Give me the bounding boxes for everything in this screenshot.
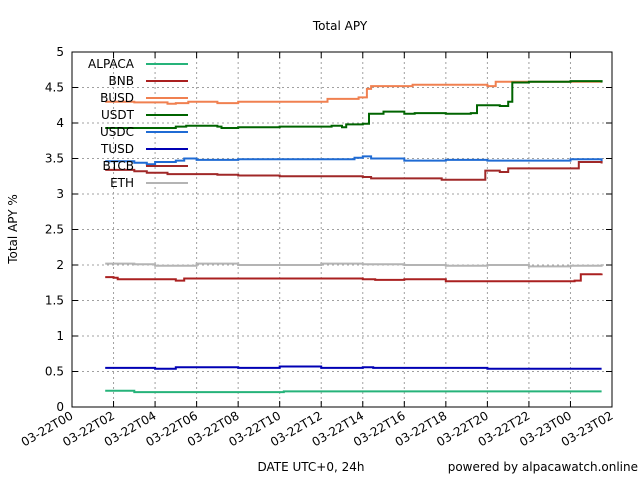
y-tick-label: 1 [56, 329, 64, 343]
credit-text: powered by alpacawatch.online [448, 460, 638, 474]
y-tick-label: 2.5 [45, 223, 64, 237]
grid-lines [72, 52, 612, 407]
legend-label-usdt: USDT [101, 108, 135, 122]
series-line-tusd [105, 365, 602, 370]
y-tick-label: 0.5 [45, 365, 64, 379]
chart-title: Total APY [312, 19, 368, 33]
y-tick-label: 3 [56, 187, 64, 201]
legend-label-alpaca: ALPACA [88, 57, 135, 71]
x-tick-labels: 03-22T0003-22T0203-22T0403-22T0603-22T08… [19, 408, 616, 449]
axis-ticks [71, 51, 613, 408]
legend-label-busd: BUSD [100, 91, 134, 105]
series-lines [105, 80, 603, 394]
y-tick-labels: 0 0.5 1 1.5 2 2.5 3 3.5 4 4.5 5 [45, 45, 64, 414]
legend-label-btcb: BTCB [103, 159, 134, 173]
series-line-btcb [105, 161, 603, 181]
series-line-busd [105, 80, 602, 105]
series-line-bnb [105, 273, 603, 283]
legend-label-tusd: TUSD [100, 142, 134, 156]
y-tick-label: 4.5 [45, 81, 64, 95]
x-axis-label: DATE UTC+0, 24h [257, 460, 364, 474]
series-line-eth [105, 262, 603, 268]
y-tick-label: 2 [56, 258, 64, 272]
series-line-alpaca [105, 389, 602, 394]
series-line-usdc [105, 155, 603, 166]
legend-label-eth: ETH [110, 176, 134, 190]
legend: ALPACA BNB BUSD USDT USDC TUSD BTCB ETH [88, 57, 188, 190]
series-line-usdt [105, 80, 603, 129]
y-tick-label: 1.5 [45, 294, 64, 308]
y-tick-label: 0 [56, 400, 64, 414]
legend-label-bnb: BNB [109, 74, 134, 88]
y-tick-label: 4 [56, 116, 64, 130]
y-axis-label: Total APY % [6, 194, 20, 265]
legend-label-usdc: USDC [100, 125, 134, 139]
y-tick-label: 3.5 [45, 152, 64, 166]
y-tick-label: 5 [56, 45, 64, 59]
